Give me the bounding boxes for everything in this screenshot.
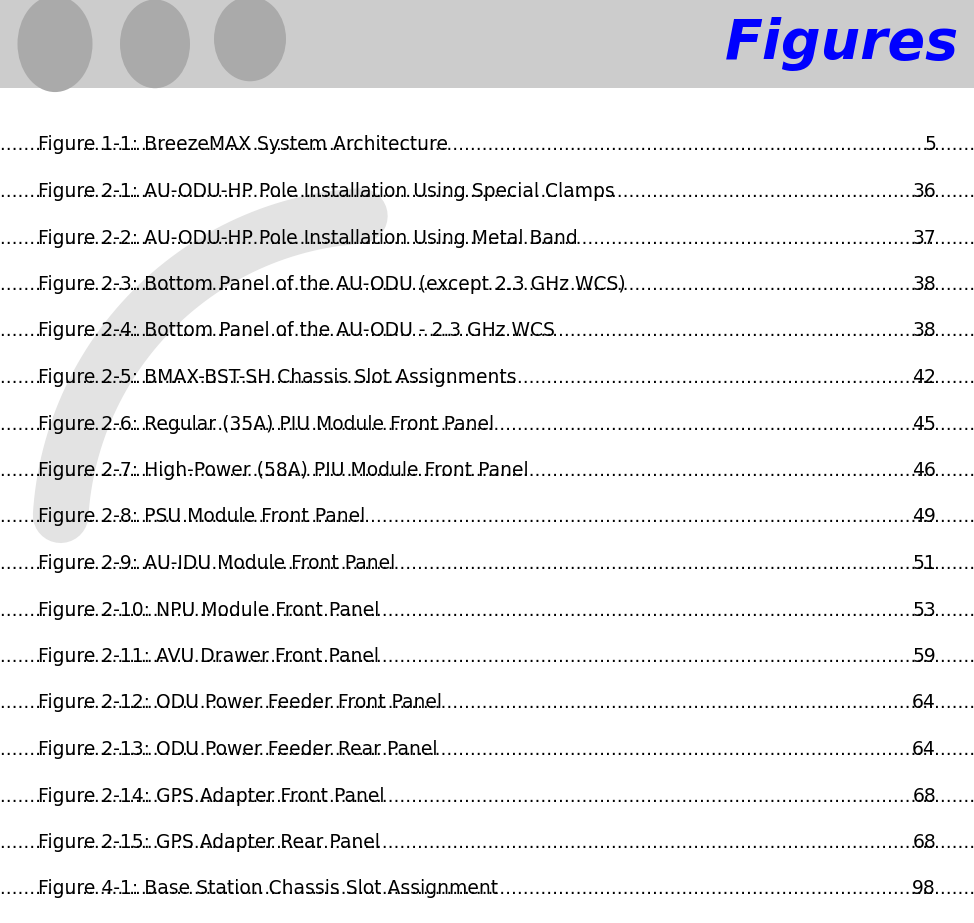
- Text: Figure 2-5: BMAX-BST-SH Chassis Slot Assignments: Figure 2-5: BMAX-BST-SH Chassis Slot Ass…: [38, 368, 516, 387]
- Text: Figure 2-4: Bottom Panel of the AU-ODU - 2.3 GHz WCS: Figure 2-4: Bottom Panel of the AU-ODU -…: [38, 321, 561, 341]
- Ellipse shape: [120, 0, 190, 89]
- Text: Figure 2-3: Bottom Panel of the AU-ODU (except 2.3 GHz WCS): Figure 2-3: Bottom Panel of the AU-ODU (…: [38, 275, 625, 294]
- Text: 36: 36: [913, 182, 936, 201]
- Text: Figure 2-14: GPS Adapter Front Panel: Figure 2-14: GPS Adapter Front Panel: [38, 786, 391, 806]
- Text: ................................................................................: ........................................…: [0, 229, 974, 247]
- Text: 53: 53: [913, 601, 936, 619]
- Text: 51: 51: [913, 554, 936, 573]
- Text: 5: 5: [924, 136, 936, 154]
- Text: Figure 2-13: ODU Power Feeder Rear Panel: Figure 2-13: ODU Power Feeder Rear Panel: [38, 740, 443, 759]
- Text: Figure 2-9: AU-IDU Module Front Panel: Figure 2-9: AU-IDU Module Front Panel: [38, 554, 401, 573]
- Text: 38: 38: [913, 275, 936, 294]
- Text: Figure 1-1: BreezeMAX System Architecture: Figure 1-1: BreezeMAX System Architectur…: [38, 136, 448, 154]
- Text: ................................................................................: ........................................…: [0, 833, 974, 852]
- Text: ................................................................................: ........................................…: [0, 647, 974, 666]
- Ellipse shape: [18, 0, 93, 92]
- Text: Figure 2-6: Regular (35A) PIU Module Front Panel: Figure 2-6: Regular (35A) PIU Module Fro…: [38, 414, 500, 434]
- Text: ................................................................................: ........................................…: [0, 414, 974, 434]
- Text: ................................................................................: ........................................…: [0, 554, 974, 573]
- Text: Figure 2-11: AVU Drawer Front Panel: Figure 2-11: AVU Drawer Front Panel: [38, 647, 385, 666]
- Text: ................................................................................: ........................................…: [0, 786, 974, 806]
- Text: 64: 64: [912, 740, 936, 759]
- Text: ................................................................................: ........................................…: [0, 693, 974, 713]
- Text: 98: 98: [913, 880, 936, 898]
- Text: ................................................................................: ........................................…: [0, 508, 974, 526]
- Text: 46: 46: [912, 461, 936, 480]
- Text: Figure 2-12: ODU Power Feeder Front Panel: Figure 2-12: ODU Power Feeder Front Pane…: [38, 693, 442, 713]
- Text: Figure 2-15: GPS Adapter Rear Panel: Figure 2-15: GPS Adapter Rear Panel: [38, 833, 380, 852]
- Text: 45: 45: [912, 414, 936, 434]
- Text: 38: 38: [913, 321, 936, 341]
- Text: ................................................................................: ........................................…: [0, 368, 974, 387]
- Bar: [0, 0, 974, 88]
- Text: 37: 37: [913, 229, 936, 247]
- Text: ................................................................................: ........................................…: [0, 601, 974, 619]
- Text: Figure 2-8: PSU Module Front Panel: Figure 2-8: PSU Module Front Panel: [38, 508, 371, 526]
- Ellipse shape: [214, 0, 286, 81]
- Text: 42: 42: [912, 368, 936, 387]
- Text: Figure 4-1: Base Station Chassis Slot Assignment: Figure 4-1: Base Station Chassis Slot As…: [38, 880, 498, 898]
- Text: ................................................................................: ........................................…: [0, 740, 974, 759]
- Text: ................................................................................: ........................................…: [0, 880, 974, 898]
- Text: Figure 2-7: High-Power (58A) PIU Module Front Panel: Figure 2-7: High-Power (58A) PIU Module …: [38, 461, 529, 480]
- Text: ................................................................................: ........................................…: [0, 182, 974, 201]
- Text: Figures: Figures: [725, 17, 959, 71]
- Text: 68: 68: [913, 786, 936, 806]
- Text: Figure 2-1: AU-ODU-HP Pole Installation Using Special Clamps: Figure 2-1: AU-ODU-HP Pole Installation …: [38, 182, 615, 201]
- Text: 64: 64: [912, 693, 936, 713]
- Text: 68: 68: [913, 833, 936, 852]
- Text: ................................................................................: ........................................…: [0, 275, 974, 294]
- Text: ................................................................................: ........................................…: [0, 136, 974, 154]
- Text: ................................................................................: ........................................…: [0, 461, 974, 480]
- Text: 59: 59: [913, 647, 936, 666]
- Text: Figure 2-10: NPU Module Front Panel: Figure 2-10: NPU Module Front Panel: [38, 601, 380, 619]
- Text: 49: 49: [912, 508, 936, 526]
- Text: Figure 2-2: AU-ODU-HP Pole Installation Using Metal Band: Figure 2-2: AU-ODU-HP Pole Installation …: [38, 229, 578, 247]
- Text: ................................................................................: ........................................…: [0, 321, 974, 341]
